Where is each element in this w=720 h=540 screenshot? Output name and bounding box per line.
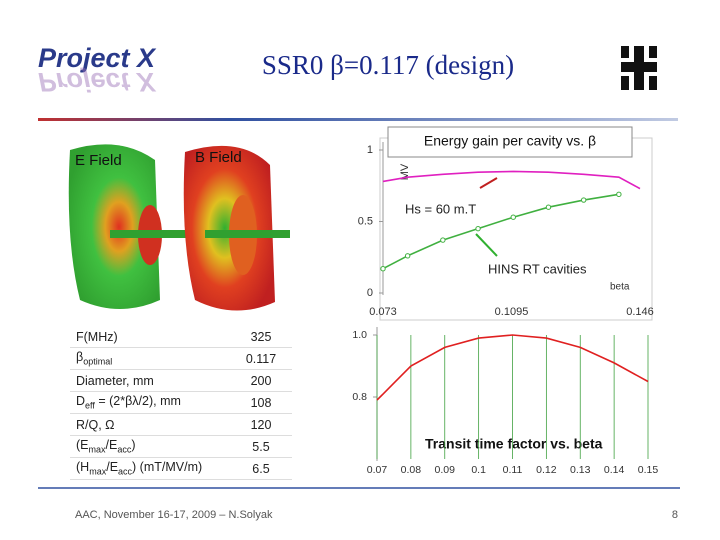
table-row: F(MHz) 325 <box>70 326 292 348</box>
row-label: βoptimal <box>70 347 230 370</box>
row-value: 325 <box>230 326 292 348</box>
x-tick-label: 0.1095 <box>495 306 529 318</box>
label-text: R/Q, Ω <box>76 417 115 432</box>
logo: Project X <box>38 43 157 73</box>
label-text: /E <box>106 460 119 475</box>
data-point <box>616 191 622 198</box>
b-field-image <box>183 145 290 311</box>
header-rule <box>38 118 678 121</box>
label-text: Diameter, mm <box>76 373 154 388</box>
annotation: HINS RT cavities <box>488 261 587 276</box>
x-tick-label: 0.15 <box>638 464 659 476</box>
x-tick-label: 0.08 <box>401 464 422 476</box>
data-point <box>404 253 411 259</box>
table-row: βoptimal 0.117 <box>70 347 292 370</box>
chart-frame <box>379 137 653 321</box>
fermilab-logo <box>621 46 657 90</box>
subscript: acc <box>118 466 133 477</box>
b-field-label: B Field <box>195 149 242 166</box>
label-text: (H <box>76 460 90 475</box>
table-row: Diameter, mm 200 <box>70 369 292 392</box>
footer-text: AAC, November 16-17, 2009 – N.Solyak <box>75 509 273 521</box>
label-text: ) (mT/MV/m) <box>132 460 203 475</box>
subscript: optimal <box>83 356 113 367</box>
row-value: 6.5 <box>230 457 292 480</box>
x-tick-label: 0.11 <box>503 464 523 476</box>
data-point <box>545 204 552 210</box>
label-text: F(MHz) <box>76 329 118 344</box>
x-tick-label: 0.073 <box>369 306 397 318</box>
row-value: 120 <box>230 413 292 436</box>
data-point <box>510 214 516 220</box>
page-number: 8 <box>672 509 678 521</box>
label-text: β <box>76 350 84 365</box>
table-row: R/Q, Ω 120 <box>70 413 292 436</box>
data-line <box>376 334 649 401</box>
chart-title: Energy gain per cavity vs. β <box>424 133 596 149</box>
row-label: (Emax/Eacc) <box>70 435 230 458</box>
x-tick-label: 0.12 <box>536 464 557 476</box>
x-tick-label: 0.13 <box>570 464 591 476</box>
row-label: Deff = (2*βλ/2), mm <box>70 391 230 414</box>
label-text: = (2*βλ/2), mm <box>94 394 181 409</box>
y-tick-label: 0.8 <box>352 391 367 403</box>
row-label: R/Q, Ω <box>70 413 230 436</box>
row-label: (Hmax/Eacc) (mT/MV/m) <box>70 457 230 480</box>
x-tick-label: 0.1 <box>471 464 486 476</box>
data-line <box>382 170 641 190</box>
row-value: 200 <box>230 369 292 392</box>
x-tick-label: 0.146 <box>626 306 654 318</box>
arrow <box>479 177 498 189</box>
label-text: (E <box>76 438 89 453</box>
parameter-table: F(MHz) 325 βoptimal 0.117 Diameter, mm 200 Def… <box>70 326 292 480</box>
y-tick-label: 0 <box>367 287 373 299</box>
table-row: (Hmax/Eacc) (mT/MV/m) 6.5 <box>70 457 292 480</box>
e-field-label: E Field <box>75 152 122 169</box>
e-field-image <box>68 144 190 309</box>
subscript: max <box>88 444 106 455</box>
x-tick-label: 0.07 <box>367 464 388 476</box>
label-text: ) <box>131 438 136 453</box>
data-point <box>580 197 587 203</box>
x-tick-label: 0.14 <box>604 464 625 476</box>
data-line <box>382 193 620 270</box>
data-point <box>440 237 446 243</box>
row-value: 0.117 <box>230 347 292 370</box>
label-text: D <box>76 394 86 409</box>
table-row: (Emax/Eacc) 5.5 <box>70 435 292 458</box>
row-label: F(MHz) <box>70 326 230 348</box>
y-tick-label: 1 <box>367 144 373 156</box>
x-axis-label: beta <box>610 282 630 293</box>
chart-title: Transit time factor vs. beta <box>425 436 603 452</box>
subscript: max <box>89 466 107 477</box>
row-value: 5.5 <box>230 435 292 458</box>
table-row: Deff = (2*βλ/2), mm 108 <box>70 391 292 414</box>
slide-title: SSR0 β=0.117 (design) <box>262 50 514 80</box>
subscript: acc <box>117 444 132 455</box>
x-tick-label: 0.09 <box>435 464 456 476</box>
y-tick-label: 0.5 <box>358 215 373 227</box>
data-point <box>475 225 481 232</box>
subscript: eff <box>85 400 95 411</box>
row-value: 108 <box>230 391 292 414</box>
logo-reflection: Project X <box>38 67 157 97</box>
label-text: /E <box>105 438 118 453</box>
data-point <box>380 265 386 272</box>
y-tick-label: 1.0 <box>352 329 367 341</box>
row-label: Diameter, mm <box>70 369 230 392</box>
arrow <box>475 233 498 257</box>
y-axis-label: MV <box>399 163 411 180</box>
chart-title-box <box>387 126 633 158</box>
annotation: Hs = 60 m.T <box>405 201 476 216</box>
